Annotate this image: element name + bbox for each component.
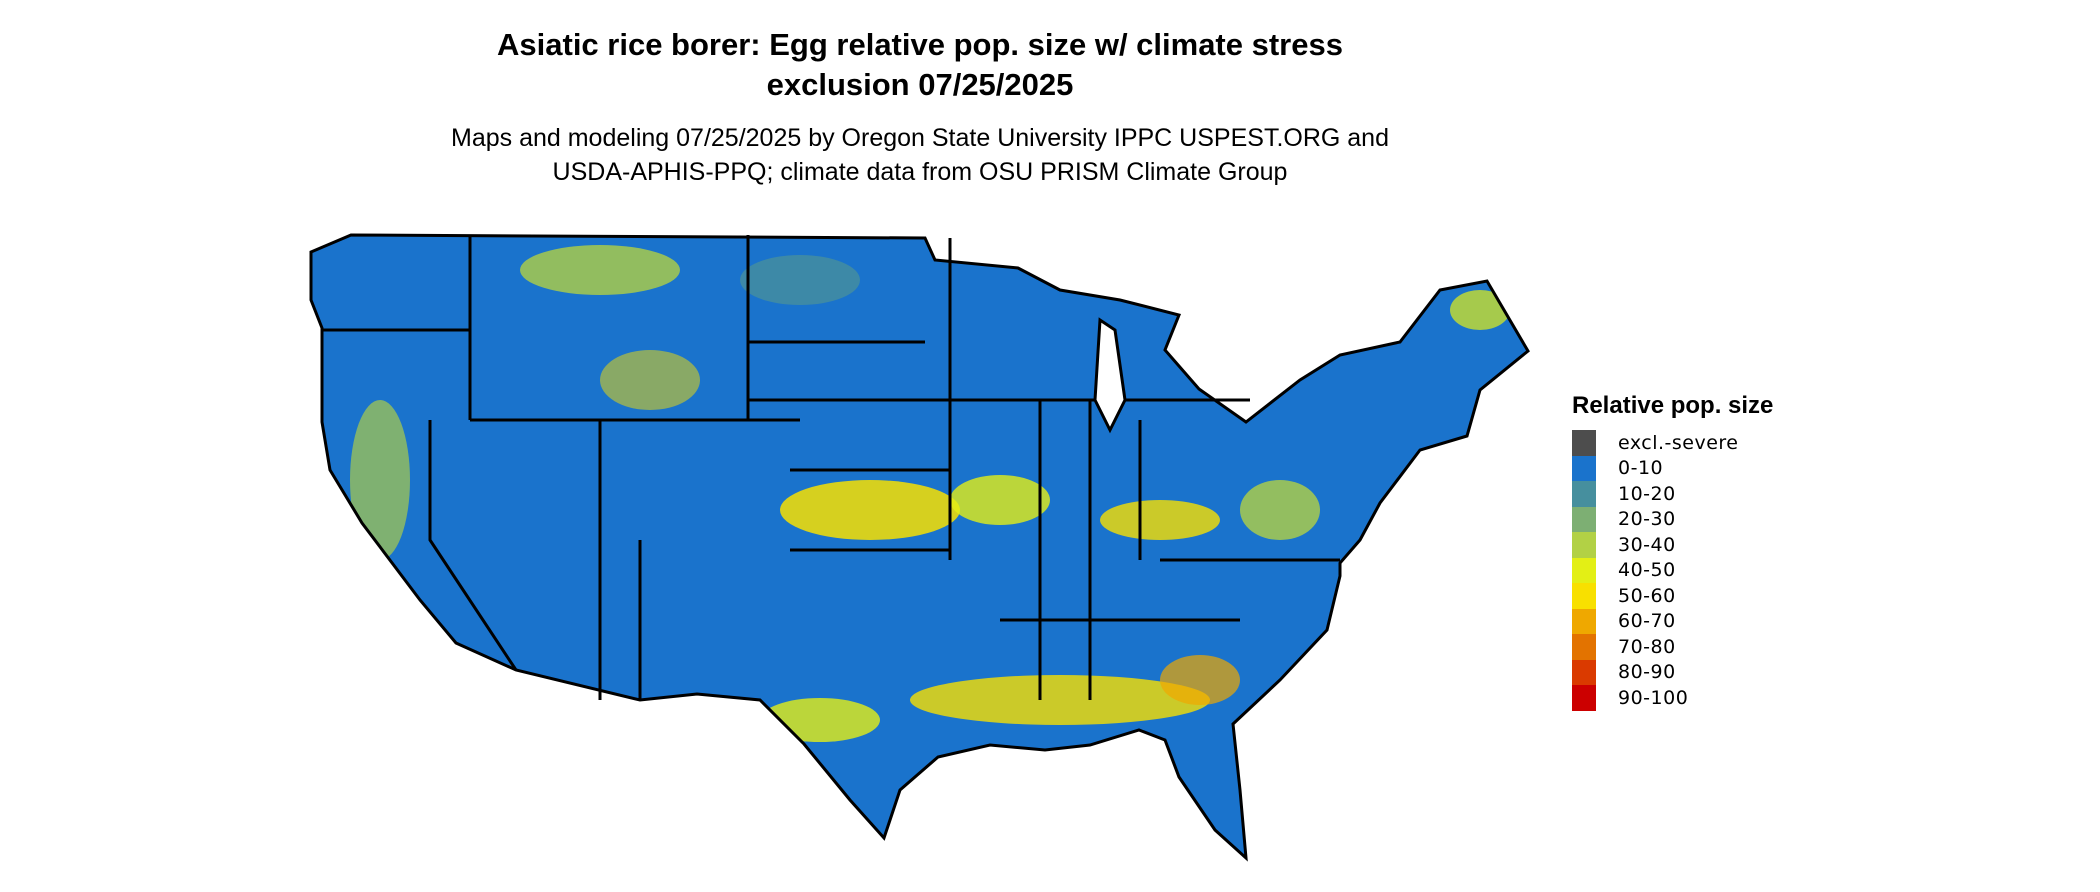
legend-label: 60-70 <box>1618 610 1676 633</box>
legend-label: 50-60 <box>1618 584 1676 607</box>
legend-item: 60-70 <box>1572 608 1773 634</box>
legend-item: 70-80 <box>1572 634 1773 660</box>
subtitle-line2: USDA-APHIS-PPQ; climate data from OSU PR… <box>552 158 1288 186</box>
us-land <box>311 235 1528 858</box>
legend-title: Relative pop. size <box>1572 392 1774 419</box>
patch-virginia <box>1240 480 1320 540</box>
patch-california <box>350 400 410 560</box>
legend-swatch <box>1572 430 1596 456</box>
legend-label: 70-80 <box>1618 635 1676 658</box>
legend-label: 30-40 <box>1618 533 1676 556</box>
patch-montana <box>520 245 680 295</box>
legend-label: 0-10 <box>1618 457 1664 480</box>
state-borders <box>322 235 1340 700</box>
legend-item: excl.-severe <box>1572 430 1773 456</box>
legend-swatch <box>1572 583 1596 609</box>
patch-gulf <box>910 675 1210 725</box>
map-title-line1: Asiatic rice borer: Egg relative pop. si… <box>497 27 1343 62</box>
legend-label: excl.-severe <box>1618 431 1739 454</box>
legend-swatch <box>1572 685 1596 711</box>
legend-swatch <box>1572 634 1596 660</box>
legend-swatch <box>1572 659 1596 685</box>
us-outline <box>309 233 1530 862</box>
legend-item: 80-90 <box>1572 659 1773 685</box>
legend-item: 50-60 <box>1572 583 1773 609</box>
patch-northdakota <box>740 255 860 305</box>
legend-swatch <box>1572 455 1596 481</box>
legend-item: 40-50 <box>1572 557 1773 583</box>
legend-label: 10-20 <box>1618 482 1676 505</box>
suitability-patches <box>350 245 1510 742</box>
legend: Relative pop. size excl.-severe 0-10 10-20… <box>1572 392 1773 711</box>
patch-kansas <box>780 480 960 540</box>
patch-georgia <box>1160 655 1240 705</box>
legend-swatch <box>1572 532 1596 558</box>
legend-item: 30-40 <box>1572 532 1773 558</box>
legend-swatch <box>1572 506 1596 532</box>
legend-swatch <box>1572 608 1596 634</box>
legend-item: 0-10 <box>1572 455 1773 481</box>
legend-item: 10-20 <box>1572 481 1773 507</box>
legend-label: 40-50 <box>1618 559 1676 582</box>
legend-label: 90-100 <box>1618 686 1689 709</box>
legend-label: 20-30 <box>1618 508 1676 531</box>
legend-swatch <box>1572 557 1596 583</box>
patch-missouri <box>950 475 1050 525</box>
legend-swatch <box>1572 481 1596 507</box>
legend-item: 20-30 <box>1572 506 1773 532</box>
patch-maine <box>1450 290 1510 330</box>
map-title-line2: exclusion 07/25/2025 <box>766 67 1074 102</box>
legend-item: 90-100 <box>1572 685 1773 711</box>
patch-wyoming <box>600 350 700 410</box>
subtitle-line1: Maps and modeling 07/25/2025 by Oregon S… <box>451 124 1389 152</box>
lake-michigan <box>1093 317 1127 434</box>
patch-kentucky <box>1100 500 1220 540</box>
legend-label: 80-90 <box>1618 661 1676 684</box>
